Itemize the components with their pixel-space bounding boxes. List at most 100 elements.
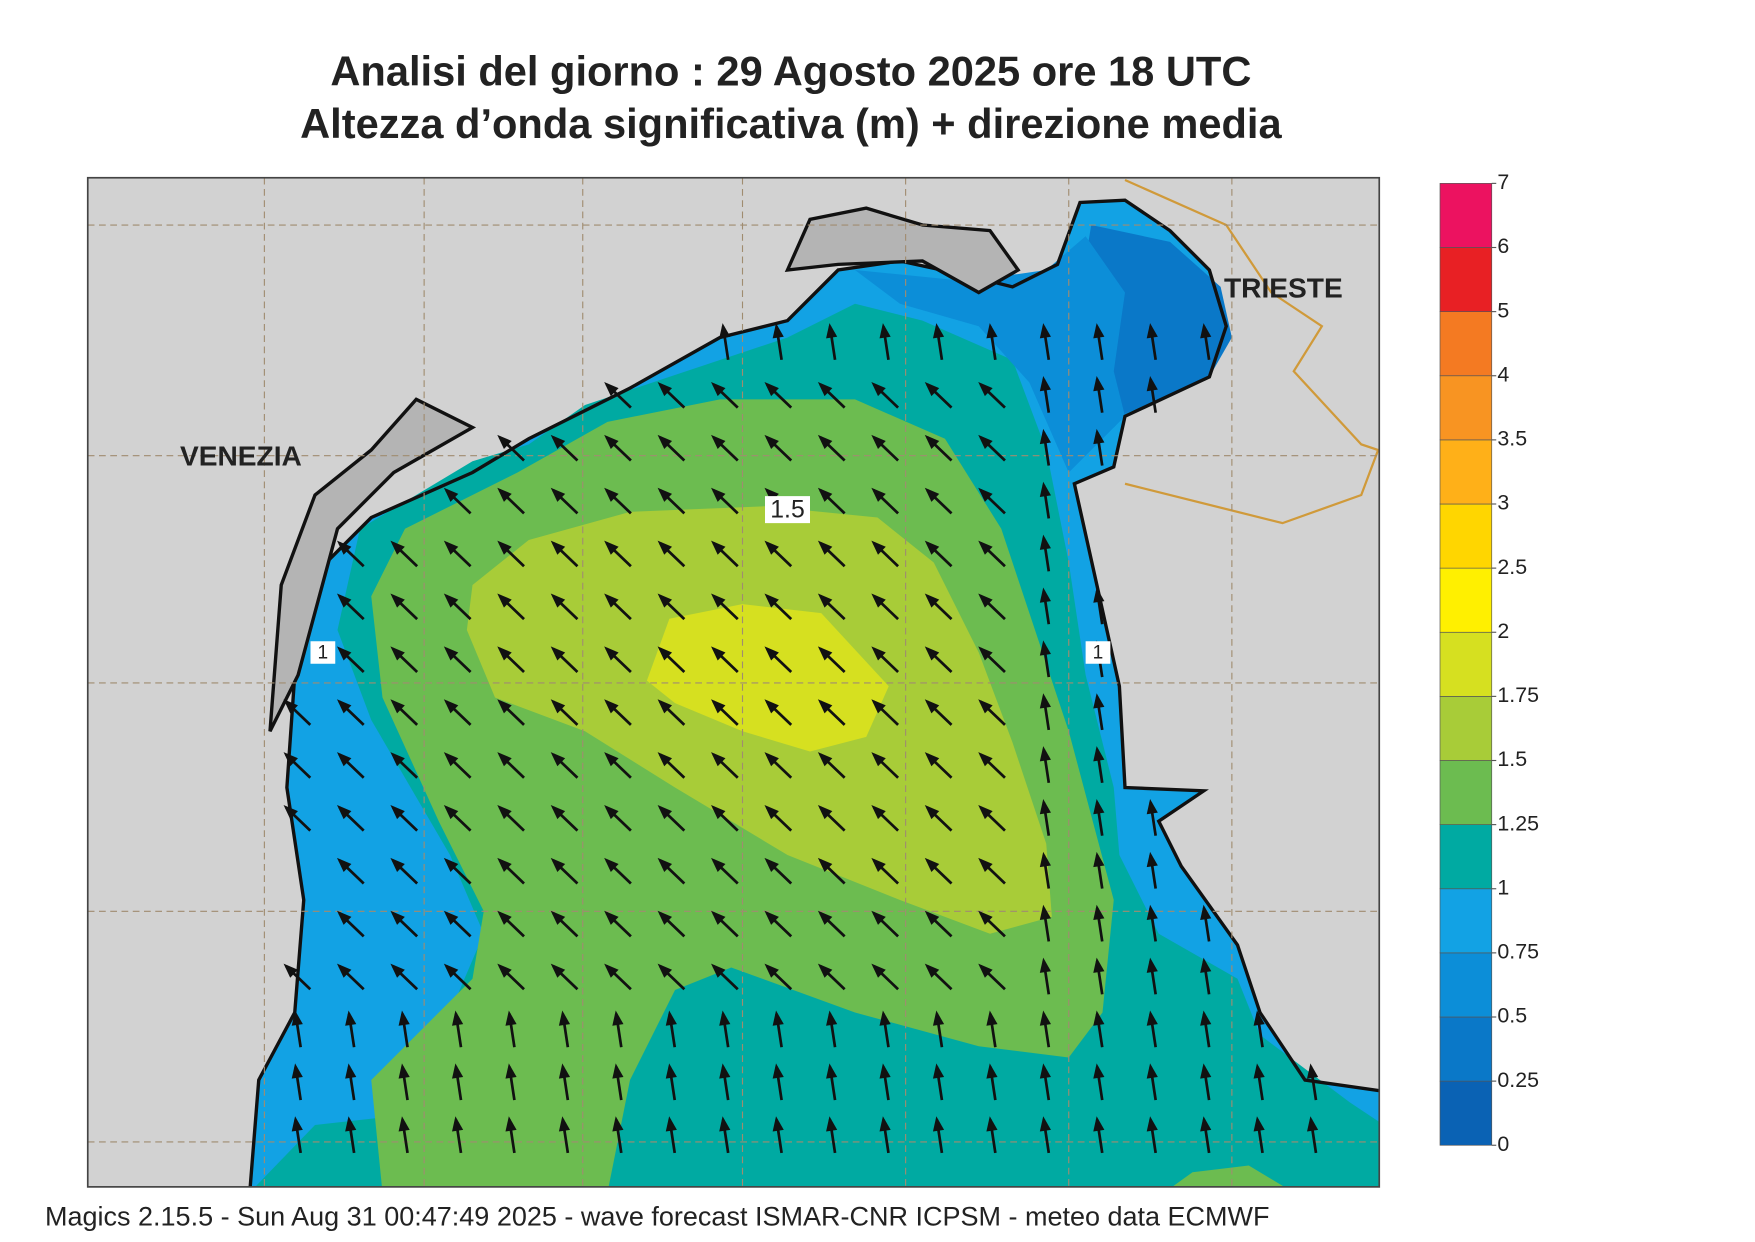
arrow-head (932, 1010, 945, 1026)
arrow-head (924, 540, 940, 555)
arrow-head (871, 910, 886, 925)
arrow-head (604, 540, 619, 555)
arrow-head (826, 323, 838, 339)
arrow-head (336, 699, 352, 714)
arrow-head (924, 910, 940, 925)
arrow-head (657, 487, 673, 502)
arrow-head (719, 1010, 731, 1026)
arrow-head (336, 752, 352, 767)
arrow-head (1307, 1116, 1319, 1132)
arrow-head (665, 1116, 677, 1132)
arrow-head (978, 752, 993, 767)
arrow-head (1093, 1010, 1105, 1026)
arrow-head (443, 805, 459, 820)
arrow-head (604, 910, 619, 925)
contour-label: 1 (1093, 643, 1104, 664)
arrow-head (665, 1010, 677, 1026)
colorbar-swatch (1439, 247, 1493, 312)
arrow-head (283, 752, 298, 767)
sea (87, 177, 1380, 1187)
arrow-head (817, 646, 833, 661)
colorbar-swatch (1439, 567, 1493, 633)
arrow-head (772, 1116, 784, 1132)
arrow-head (505, 1116, 517, 1132)
arrow-head (817, 540, 833, 555)
colorbar-swatch (1439, 439, 1493, 505)
colorbar-label: 1.25 (1497, 811, 1539, 835)
colorbar-label: 2.5 (1497, 555, 1527, 579)
arrow-head (1253, 1063, 1265, 1079)
arrow-head (497, 699, 512, 714)
arrow-head (291, 1116, 303, 1132)
arrow-head (1039, 1116, 1051, 1132)
contour-label: 1 (318, 643, 329, 664)
arrow-head (871, 487, 886, 502)
arrow-head (550, 963, 566, 978)
arrow-head (443, 752, 459, 767)
arrow-head (497, 963, 512, 978)
colorbar-swatch (1439, 824, 1493, 890)
arrow-head (336, 593, 352, 608)
arrow-head (871, 699, 886, 714)
arrow-head (497, 910, 512, 925)
arrow-head (986, 323, 998, 339)
arrow-head (978, 910, 993, 925)
arrow-head (1039, 375, 1051, 392)
arrow-head (612, 1116, 624, 1132)
colorbar-label: 3.5 (1497, 427, 1527, 451)
arrow-head (452, 1116, 464, 1132)
arrow-head (817, 434, 833, 450)
arrow-head (336, 805, 352, 820)
arrow-head (764, 593, 779, 608)
arrow-head (443, 699, 459, 714)
arrow-head (826, 1010, 838, 1026)
arrow-head (657, 646, 673, 661)
arrow-head (711, 593, 726, 608)
arrow-head (711, 434, 726, 450)
colorbar: 0 0.25 0.5 0.75 1 1.25 1.5 1.75 2 2.5 3 3.5 4 5 6 7 (1439, 170, 1539, 1156)
arrow-head (764, 752, 779, 767)
arrow-head (986, 1116, 998, 1132)
arrow-head (1146, 1010, 1158, 1026)
arrow-head (505, 1063, 517, 1079)
arrow-head (497, 857, 512, 873)
arrow-head (817, 910, 833, 925)
arrow-head (345, 1063, 357, 1079)
arrow-head (711, 910, 726, 925)
colorbar-swatch (1439, 760, 1493, 825)
arrow-head (764, 540, 779, 555)
arrow-head (1093, 1063, 1105, 1079)
arrow-head (978, 382, 993, 397)
arrow-head (497, 540, 512, 555)
arrow-head (558, 1010, 571, 1026)
arrow-head (345, 1116, 357, 1132)
arrow-head (1200, 957, 1212, 973)
arrow-head (764, 805, 779, 820)
arrow-head (390, 963, 405, 978)
arrow-head (1093, 693, 1105, 709)
arrow-head (390, 752, 405, 767)
arrow-head (604, 382, 619, 397)
arrow-head (1039, 851, 1051, 868)
colorbar-swatch (1439, 696, 1493, 761)
arrow-head (1307, 1063, 1319, 1079)
colorbar-label: 1 (1497, 875, 1509, 899)
arrow-head (986, 1063, 998, 1079)
arrow-head (1039, 1063, 1051, 1079)
arrow-head (550, 434, 566, 450)
arrow-head (550, 646, 566, 661)
arrow-head (764, 487, 779, 502)
arrow-head (657, 382, 673, 397)
arrow-head (390, 593, 405, 608)
arrow-head (604, 593, 619, 608)
arrow-head (871, 593, 886, 608)
arrow-head (1200, 1116, 1212, 1132)
arrow-head (505, 1010, 517, 1026)
arrow-head (879, 1116, 891, 1132)
arrow-head (719, 1116, 731, 1132)
arrow-head (390, 699, 405, 714)
arrow-head (879, 1063, 891, 1079)
arrow-head (390, 910, 405, 925)
arrow-head (452, 1063, 464, 1079)
arrow-head (550, 752, 566, 767)
